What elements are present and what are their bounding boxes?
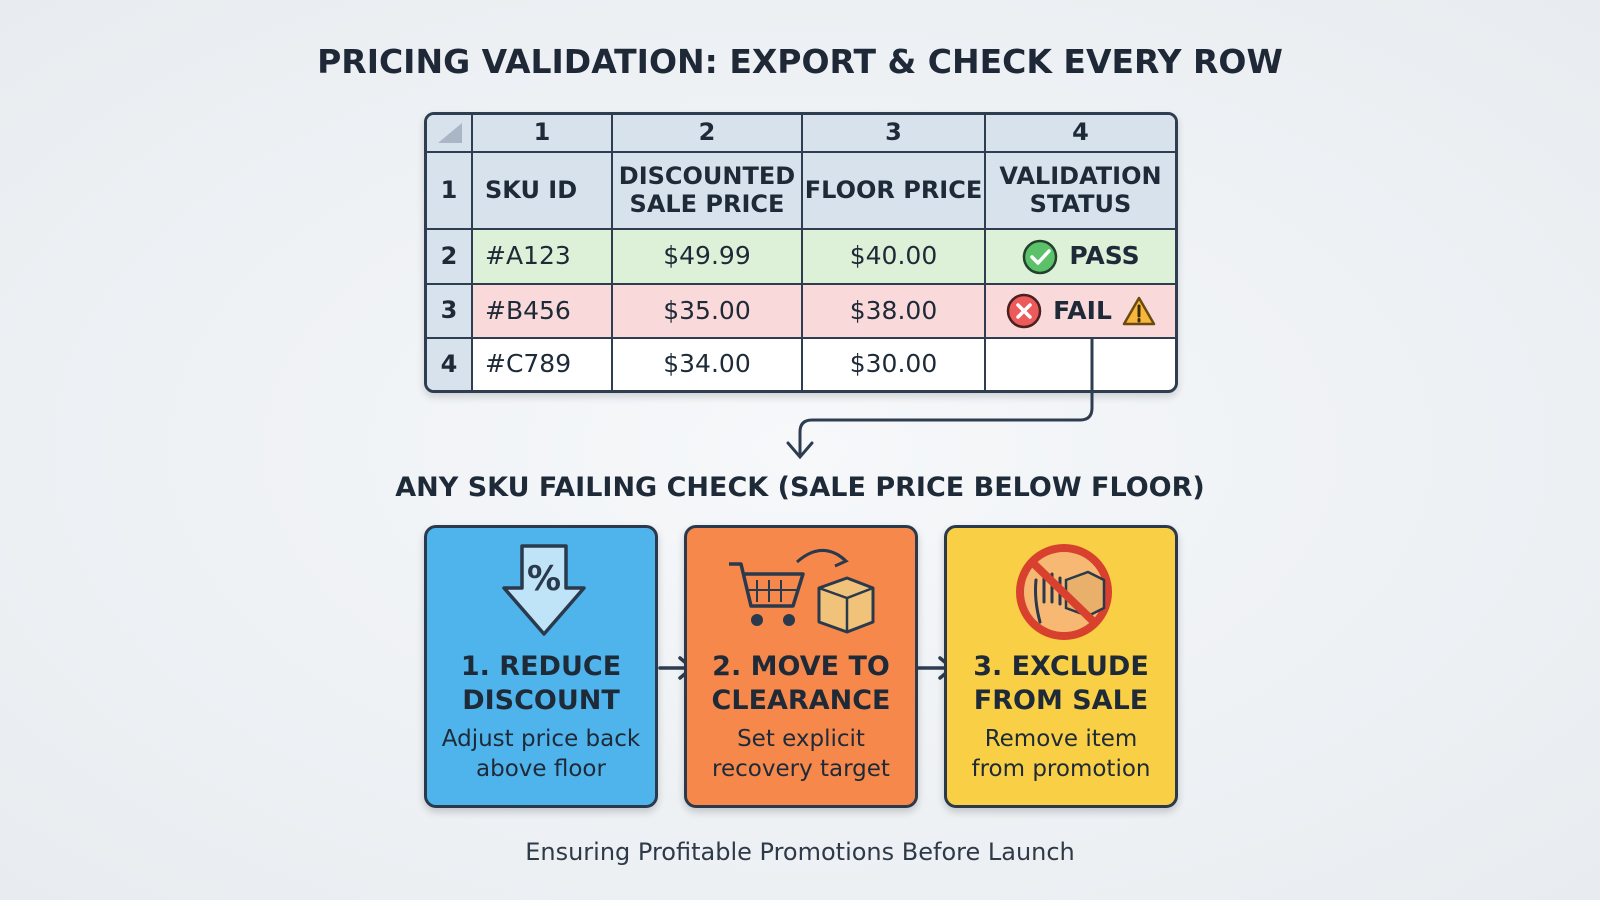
column-number: 3 <box>803 115 986 153</box>
cell: $38.00 <box>803 285 986 339</box>
step-text: Adjust price back above floor <box>441 726 641 782</box>
header-cell: SKU ID <box>473 153 613 230</box>
step-card: % 1. REDUCE DISCOUNT Adjust price back a… <box>424 525 658 808</box>
cell: $40.00 <box>803 230 986 285</box>
header-cell: DISCOUNTED SALE PRICE <box>613 153 803 230</box>
spreadsheet: 1 2 3 4 1 SKU ID DISCOUNTED SALE PRICE F… <box>424 112 1178 393</box>
svg-text:%: % <box>527 559 561 599</box>
check-icon <box>1023 239 1058 274</box>
warning-icon <box>1122 296 1156 326</box>
empty-cell <box>986 339 1175 390</box>
column-number: 2 <box>613 115 803 153</box>
exclude-icon <box>1016 544 1112 640</box>
cross-icon <box>1006 293 1042 329</box>
step-card: 2. MOVE TO CLEARANCE Set explicit recove… <box>684 525 918 808</box>
cell: $35.00 <box>613 285 803 339</box>
header-cell: VALIDATION STATUS <box>986 153 1175 230</box>
discount-icon: % <box>502 544 586 636</box>
row-number: 1 <box>427 153 473 230</box>
cell: $34.00 <box>613 339 803 390</box>
clearance-icon <box>729 549 875 634</box>
step-title: 1. REDUCE DISCOUNT <box>460 651 622 716</box>
step-title: 2. MOVE TO CLEARANCE <box>711 651 891 716</box>
step-text: Set explicit recovery target <box>712 726 890 782</box>
corner <box>427 115 473 153</box>
arrowhead <box>786 441 814 460</box>
cell: $30.00 <box>803 339 986 390</box>
column-number: 1 <box>473 115 613 153</box>
title: PRICING VALIDATION: EXPORT & CHECK EVERY… <box>317 42 1283 81</box>
cell: $49.99 <box>613 230 803 285</box>
column-number: 4 <box>986 115 1175 153</box>
cell: #B456 <box>473 285 613 339</box>
step-text: Remove item from promotion <box>971 726 1151 782</box>
row-number: 2 <box>427 230 473 285</box>
header-cell: FLOOR PRICE <box>803 153 986 230</box>
footer: Ensuring Profitable Promotions Before La… <box>525 838 1075 866</box>
cell: #A123 <box>473 230 613 285</box>
status-text: PASS <box>1069 241 1140 271</box>
step-title: 3. EXCLUDE FROM SALE <box>973 651 1149 716</box>
status-cell: PASS <box>986 230 1175 285</box>
row-number: 4 <box>427 339 473 390</box>
cell: #C789 <box>473 339 613 390</box>
status-text: FAIL <box>1053 295 1112 325</box>
row-number: 3 <box>427 285 473 339</box>
status-cell: FAIL <box>986 285 1175 339</box>
condition: ANY SKU FAILING CHECK (SALE PRICE BELOW … <box>395 472 1205 503</box>
step-card: 3. EXCLUDE FROM SALE Remove item from pr… <box>944 525 1178 808</box>
